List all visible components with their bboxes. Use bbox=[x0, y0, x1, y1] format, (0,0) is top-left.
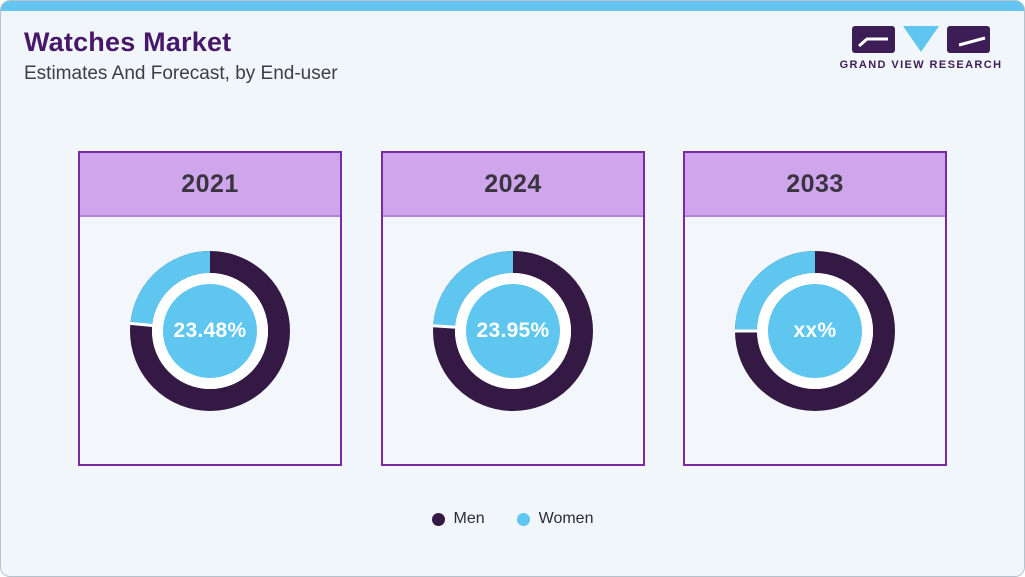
page-subtitle: Estimates And Forecast, by End-user bbox=[24, 63, 338, 84]
card-2024: 2024 23.95% bbox=[381, 151, 645, 466]
donut-2024: 23.95% bbox=[430, 251, 593, 411]
logo-g-mark-icon bbox=[852, 26, 895, 58]
card-2033-year-label: 2033 bbox=[786, 169, 844, 198]
legend-item-men: Men bbox=[431, 510, 485, 528]
card-2021-year-label: 2021 bbox=[181, 169, 239, 198]
card-2024-year-label: 2024 bbox=[484, 169, 542, 198]
donut-2024-chart bbox=[430, 251, 593, 411]
logo-r-mark-icon bbox=[947, 26, 990, 58]
logo-v-mark-icon bbox=[903, 26, 939, 58]
page-title: Watches Market bbox=[24, 27, 232, 57]
card-2021-header: 2021 bbox=[80, 153, 340, 217]
card-2033-header: 2033 bbox=[685, 153, 945, 217]
legend-item-women: Women bbox=[516, 510, 594, 528]
grand-view-research-logo: GRAND VIEW RESEARCH bbox=[840, 26, 1001, 71]
header-block: Watches Market Estimates And Forecast, b… bbox=[24, 27, 338, 85]
donut-2033: xx% bbox=[732, 251, 895, 411]
men-legend-label: Men bbox=[453, 510, 485, 527]
donut-2021-chart bbox=[127, 251, 290, 411]
logo-marks bbox=[852, 26, 990, 53]
card-2024-header: 2024 bbox=[383, 153, 643, 217]
women-legend-dot-icon bbox=[516, 512, 530, 526]
donut-2033-center-value: xx% bbox=[793, 319, 837, 342]
donut-2024-center-value: 23.95% bbox=[476, 319, 550, 342]
top-accent-bar bbox=[1, 1, 1024, 11]
women-legend-label: Women bbox=[538, 510, 594, 527]
chart-legend: Men Women bbox=[1, 510, 1024, 528]
card-2033: 2033 xx% bbox=[683, 151, 947, 466]
donut-2021-center-value: 23.48% bbox=[173, 319, 247, 342]
logo-caption: GRAND VIEW RESEARCH bbox=[839, 59, 1003, 71]
donut-2021: 23.48% bbox=[127, 251, 290, 411]
card-2021: 2021 23.48% bbox=[78, 151, 342, 466]
men-legend-dot-icon bbox=[431, 512, 445, 526]
donut-2033-chart bbox=[732, 251, 895, 411]
